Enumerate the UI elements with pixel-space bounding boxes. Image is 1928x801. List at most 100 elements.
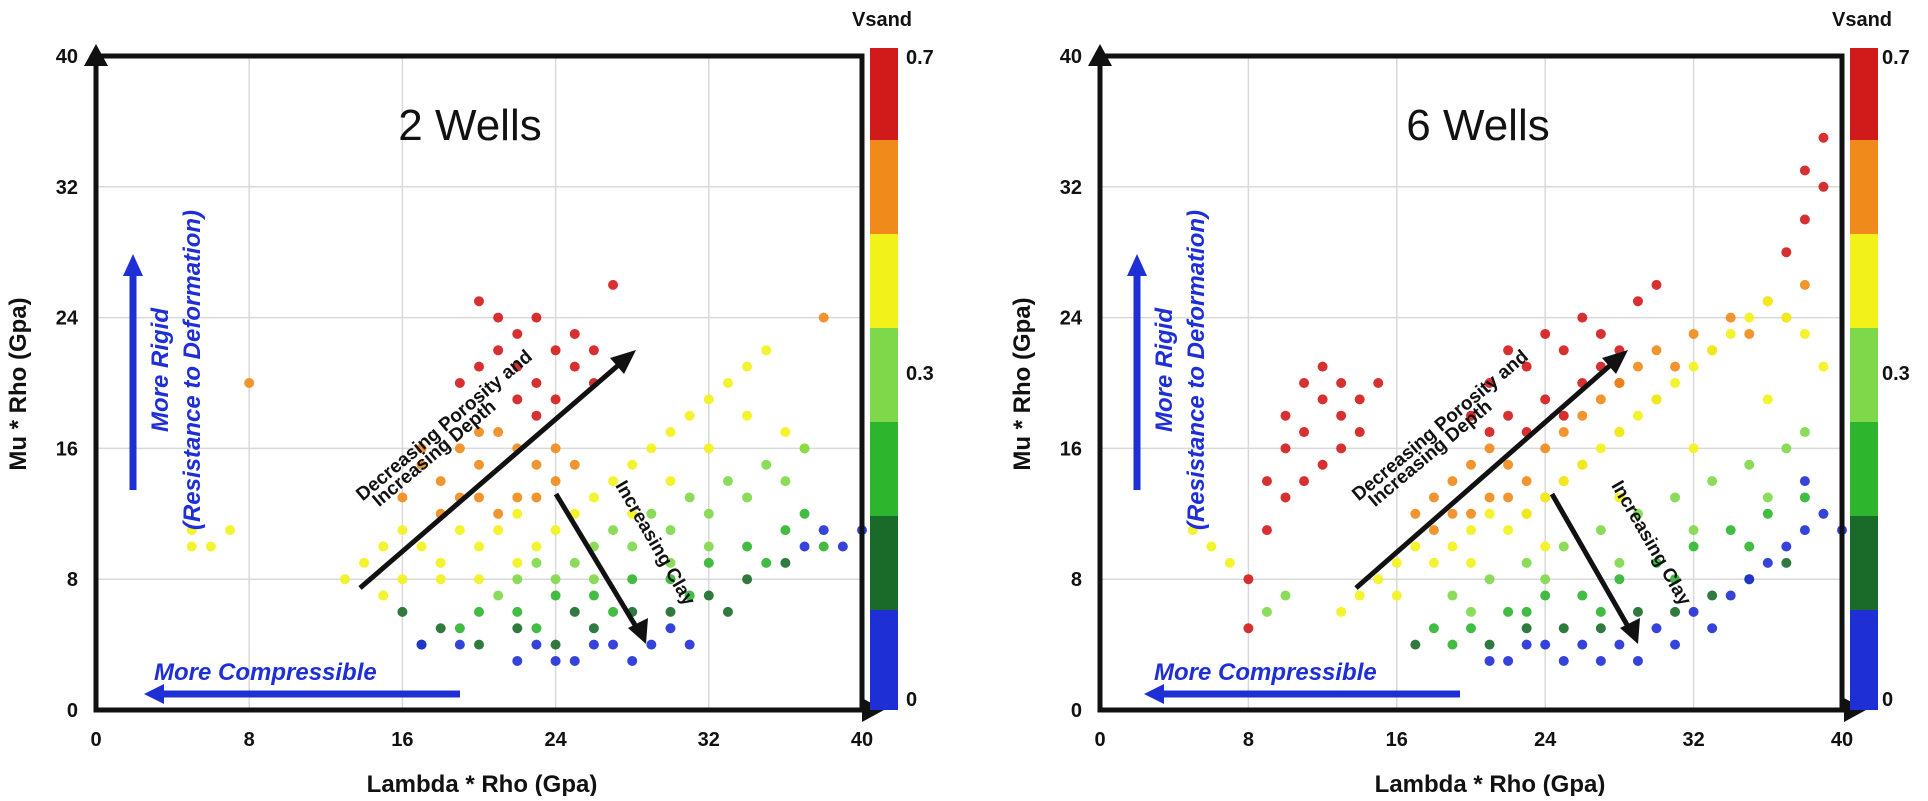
point-yellow-8: [493, 525, 504, 536]
point-red-15: [1280, 492, 1291, 503]
point-light_green-14: [1688, 525, 1699, 536]
point-orange-0: [416, 459, 427, 470]
more-rigid-arrowhead: [1127, 254, 1147, 276]
point-yellow-16: [1651, 394, 1662, 405]
colorbar: Vsand 0.7 0.3 0: [1832, 9, 1910, 711]
point-yellow-22: [761, 345, 772, 356]
colorbar-title: Vsand: [1832, 9, 1892, 31]
point-red-30: [1484, 427, 1495, 438]
point-dark_green-9: [780, 557, 791, 568]
point-yellow-27: [512, 508, 523, 519]
porosity-arrowhead: [1602, 350, 1628, 374]
point-yellow-3: [397, 525, 408, 536]
point-yellow-28: [1540, 541, 1551, 552]
point-light_green-1: [1484, 574, 1495, 585]
point-green-3: [1540, 590, 1551, 601]
point-yellow-29: [1614, 492, 1625, 503]
point-red-10: [493, 345, 504, 356]
point-blue-1: [1540, 639, 1551, 650]
point-light_green-9: [1781, 443, 1792, 454]
point-blue-19: [1484, 655, 1495, 666]
point-blue-1: [550, 655, 561, 666]
point-orange-7: [550, 476, 561, 487]
point-red-5: [569, 361, 580, 372]
point-green-3: [588, 590, 599, 601]
point-light_green-9: [684, 492, 695, 503]
point-yellow-24: [435, 574, 446, 585]
y-tick-label-32: 32: [1060, 177, 1082, 199]
point-dark_green-0: [1410, 639, 1421, 650]
point-blue-4: [627, 655, 638, 666]
point-red-28: [1632, 296, 1643, 307]
point-red-16: [1299, 476, 1310, 487]
point-yellow-6: [1466, 525, 1476, 536]
colorbar-label-low: 0: [906, 689, 917, 711]
colorbar-label-high: 0.7: [906, 47, 934, 69]
point-blue-13: [454, 639, 465, 650]
point-orange-30: [1484, 492, 1495, 503]
y-tick-labels: 0 8 16 24 32 40: [56, 46, 79, 722]
point-blue-15: [1799, 525, 1810, 536]
point-orange-6: [1521, 476, 1532, 487]
point-orange-13: [1651, 345, 1662, 356]
point-orange-15: [474, 427, 484, 438]
point-orange-11: [1614, 378, 1625, 388]
point-green-15: [1744, 541, 1755, 552]
point-orange-25: [1744, 328, 1755, 339]
point-orange-22: [1688, 328, 1699, 339]
point-light_green-0: [512, 574, 523, 585]
x-tick-label-16: 16: [1386, 729, 1408, 751]
point-red-41: [1818, 181, 1829, 192]
point-blue-3: [1577, 639, 1588, 650]
point-green-2: [550, 590, 561, 601]
point-orange-20: [818, 312, 829, 323]
point-green-9: [799, 508, 810, 519]
point-green-13: [1595, 606, 1606, 617]
point-blue-6: [665, 623, 676, 634]
point-light_green-15: [1762, 492, 1773, 503]
colorbar-label-high: 0.7: [1882, 47, 1910, 69]
point-orange-19: [244, 378, 255, 388]
resistance-label: (Resistance to Deformation): [179, 210, 206, 530]
point-orange-29: [1447, 508, 1458, 519]
point-dark_green-9: [1521, 623, 1532, 634]
point-yellow-28: [627, 508, 638, 519]
point-light_green-5: [608, 525, 619, 536]
porosity-arrow: [358, 360, 624, 590]
point-yellow-9: [1521, 508, 1532, 519]
point-red-1: [1243, 574, 1254, 585]
point-yellow-26: [378, 590, 389, 601]
more-compressible-arrowhead: [1144, 684, 1164, 704]
more-rigid-label: More Rigid: [1151, 307, 1178, 432]
porosity-arrow: [1354, 360, 1616, 590]
point-blue-5: [1614, 639, 1625, 650]
point-yellow-2: [1391, 557, 1402, 568]
point-green-4: [627, 574, 638, 585]
point-red-6: [1299, 427, 1310, 438]
point-orange-1: [1428, 492, 1439, 503]
colorbar-green: [1850, 422, 1878, 516]
point-yellow-13: [1595, 443, 1606, 454]
point-blue-14: [1781, 541, 1792, 552]
point-light_green-11: [1466, 606, 1476, 617]
point-orange-14: [416, 443, 427, 454]
point-yellow-35: [205, 541, 216, 552]
y-tick-label-8: 8: [1071, 569, 1082, 591]
point-orange-9: [1577, 410, 1588, 421]
point-yellow-3: [1410, 541, 1421, 552]
point-blue-20: [1521, 639, 1532, 650]
point-orange-16: [531, 492, 542, 503]
point-red-19: [1466, 410, 1476, 421]
point-red-8: [512, 394, 523, 405]
point-yellow-18: [1688, 361, 1699, 372]
point-dark_green-4: [1707, 590, 1718, 601]
point-orange-2: [1447, 476, 1458, 487]
colorbar-dark-green: [1850, 516, 1878, 610]
point-blue-15: [531, 639, 542, 650]
y-tick-label-8: 8: [67, 569, 78, 591]
point-light_green-8: [665, 525, 676, 536]
point-dark_green-1: [1484, 639, 1495, 650]
point-yellow-5: [435, 557, 446, 568]
point-red-14: [1373, 378, 1384, 388]
y-tick-label-24: 24: [56, 308, 79, 330]
